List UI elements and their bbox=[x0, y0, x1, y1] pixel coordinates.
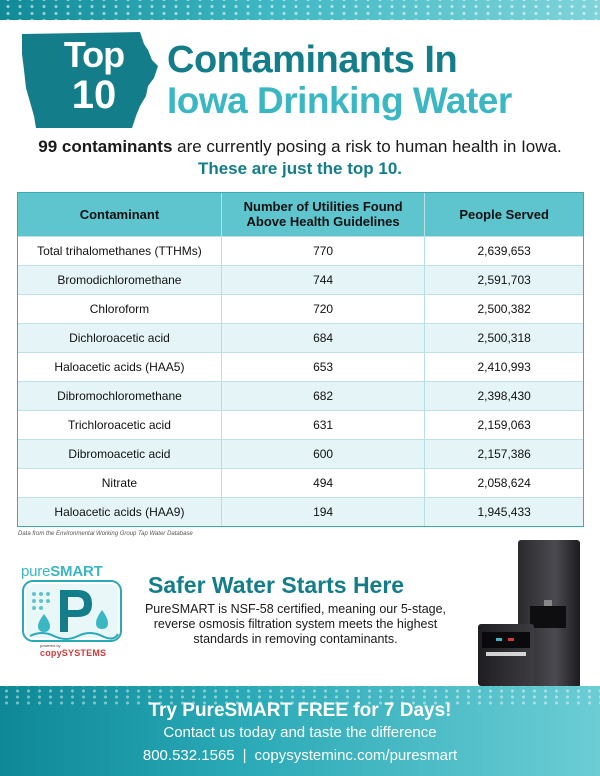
table-row: Chloroform 720 2,500,382 bbox=[18, 294, 583, 323]
utilities-cell: 720 bbox=[220, 294, 425, 323]
utilities-cell: 682 bbox=[220, 381, 425, 410]
intro2-bold: top 10. bbox=[347, 159, 403, 178]
intro-text: 99 contaminants are currently posing a r… bbox=[0, 137, 600, 157]
puresmart-logo-icon bbox=[22, 580, 122, 642]
footer-contact-line: 800.532.1565 | copysysteminc.com/puresmart bbox=[0, 747, 600, 764]
copysystems-logo: powered by copySYSTEMS bbox=[40, 643, 130, 658]
people-served-cell: 2,398,430 bbox=[424, 381, 583, 410]
contaminant-cell: Dibromochloromethane bbox=[18, 381, 222, 410]
utilities-cell: 494 bbox=[220, 468, 425, 497]
contaminant-cell: Chloroform bbox=[89, 301, 150, 316]
promo-body: PureSMART is NSF-58 certified, meaning o… bbox=[144, 602, 447, 646]
table-row: Trichloroacetic acid 631 2,159,063 bbox=[18, 410, 583, 439]
people-served-cell: 2,157,386 bbox=[424, 439, 583, 468]
logo-company: copySYSTEMS bbox=[40, 648, 107, 658]
people-served-cell: 2,159,063 bbox=[424, 410, 583, 439]
iowa-state-shape-icon bbox=[22, 32, 158, 128]
logo-pure: pure bbox=[21, 563, 51, 580]
utilities-cell: 744 bbox=[220, 265, 425, 294]
column-header-utilities: Number of Utilities Found Above Health G… bbox=[220, 193, 425, 236]
footer-cta: Try PureSMART FREE for 7 Days! bbox=[148, 700, 452, 721]
table-row: Haloacetic acids (HAA9) 194 1,945,433 bbox=[18, 497, 583, 526]
utilities-cell: 631 bbox=[220, 410, 425, 439]
footer-separator: | bbox=[242, 747, 247, 764]
table-row: Haloacetic acids (HAA5) 653 2,410,993 bbox=[18, 352, 583, 381]
badge-ten-text: 10 bbox=[71, 73, 117, 117]
people-served-cell: 2,500,382 bbox=[424, 294, 583, 323]
data-source-note: Data from the Environmental Working Grou… bbox=[18, 531, 193, 537]
people-served-cell: 2,058,624 bbox=[424, 468, 583, 497]
footer-website-link[interactable]: copysysteminc.com/puresmart bbox=[254, 747, 458, 764]
people-served-cell: 2,639,653 bbox=[424, 236, 583, 265]
puresmart-logo-text: pureSMART bbox=[21, 563, 103, 580]
contaminant-cell: Trichloroacetic acid bbox=[67, 417, 171, 432]
people-served-cell: 1,945,433 bbox=[424, 497, 583, 526]
logo-smart: SMART bbox=[50, 563, 103, 580]
utilities-cell: 600 bbox=[220, 439, 425, 468]
people-served-cell: 2,591,703 bbox=[424, 265, 583, 294]
footer-phone[interactable]: 800.532.1565 bbox=[142, 747, 235, 764]
contaminant-cell: Total trihalomethanes (TTHMs) bbox=[37, 243, 202, 258]
contaminant-cell: Haloacetic acids (HAA5) bbox=[54, 359, 185, 374]
utilities-cell: 770 bbox=[220, 236, 425, 265]
contaminant-cell: Dichloroacetic acid bbox=[18, 323, 222, 352]
badge-top-text: Top bbox=[63, 34, 125, 75]
table-row: Dichloroacetic acid 684 2,500,318 bbox=[18, 323, 583, 352]
promo-title: Safer Water Starts Here bbox=[148, 572, 405, 598]
logo-powered-by: powered by bbox=[40, 643, 61, 648]
footer-contact-text: Contact us today and taste the differenc… bbox=[163, 724, 437, 741]
column-header-people-served: People Served bbox=[424, 193, 583, 236]
table-row: Dibromoacetic acid 600 2,157,386 bbox=[18, 439, 583, 468]
table-row: Total trihalomethanes (TTHMs) 770 2,639,65… bbox=[18, 236, 583, 265]
table-row: Dibromochloromethane 682 2,398,430 bbox=[18, 381, 583, 410]
people-served-cell: 2,410,993 bbox=[424, 352, 583, 381]
intro-subtext: These are just the top 10. bbox=[0, 159, 600, 179]
utilities-cell: 194 bbox=[220, 497, 425, 526]
people-served-cell: 2,500,318 bbox=[424, 323, 583, 352]
column-header-contaminant: Contaminant bbox=[18, 193, 222, 236]
intro-rest: are currently posing a risk to human hea… bbox=[172, 137, 562, 156]
intro2-lead: These are just the bbox=[197, 159, 348, 178]
contaminant-cell: Bromodichloromethane bbox=[18, 265, 222, 294]
footer-banner bbox=[0, 686, 600, 776]
page-title-line2: Iowa Drinking Water bbox=[167, 80, 512, 121]
water-dispenser-image bbox=[478, 540, 580, 688]
utilities-cell: 684 bbox=[220, 323, 425, 352]
table-row: Nitrate 494 2,058,624 bbox=[18, 468, 583, 497]
table-header-row: Contaminant Number of Utilities Found Ab… bbox=[18, 193, 583, 236]
contaminant-cell: Dibromoacetic acid bbox=[18, 439, 222, 468]
page-title-line1: Contaminants In bbox=[167, 39, 458, 81]
table-row: Bromodichloromethane 744 2,591,703 bbox=[18, 265, 583, 294]
contaminant-cell: Nitrate bbox=[101, 475, 138, 490]
contaminants-table: Contaminant Number of Utilities Found Ab… bbox=[17, 192, 584, 527]
contaminant-cell: Haloacetic acids (HAA9) bbox=[18, 497, 222, 526]
top-decorative-band bbox=[0, 0, 600, 20]
intro-bold: 99 contaminants bbox=[38, 137, 173, 156]
utilities-cell: 653 bbox=[220, 352, 425, 381]
